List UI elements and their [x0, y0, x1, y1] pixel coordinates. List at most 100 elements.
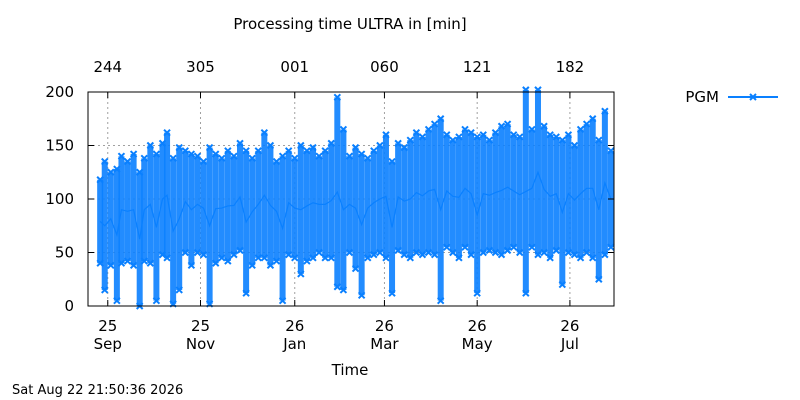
x-tick-label: 25: [98, 317, 117, 335]
data-point: [546, 254, 554, 262]
data-point: [278, 296, 287, 305]
data-point: [491, 248, 500, 257]
data-point: [163, 254, 171, 262]
data-point: [345, 152, 354, 160]
data-point: [467, 250, 475, 259]
x2-tick-label: 182: [556, 58, 585, 76]
data-point: [485, 246, 494, 255]
data-point: [321, 147, 329, 155]
data-point: [187, 150, 196, 158]
data-point: [394, 139, 402, 148]
data-point: [497, 250, 506, 259]
data-point: [146, 259, 155, 267]
data-point: [236, 246, 244, 255]
data-point: [485, 136, 494, 144]
data-point: [297, 270, 305, 278]
data-point: [146, 141, 155, 150]
x-tick-label: 26: [375, 317, 394, 335]
data-point: [181, 248, 190, 257]
data-point: [436, 115, 445, 123]
series-line: [99, 170, 612, 240]
data-point: [345, 248, 354, 257]
x2-tick-label: 001: [280, 58, 309, 76]
data-point: [181, 147, 190, 155]
data-point: [461, 125, 469, 134]
data-point: [107, 261, 115, 270]
data-point: [424, 125, 433, 134]
data-point: [558, 136, 567, 144]
y-axis: 0 50 100 150 200: [45, 83, 614, 315]
data-point: [193, 248, 202, 257]
data-point: [540, 248, 548, 257]
data-point: [224, 147, 232, 155]
data-point: [516, 248, 524, 257]
data-point: [315, 152, 323, 160]
data-point: [291, 154, 299, 163]
x-tick-label: 26: [560, 317, 579, 335]
data-point: [303, 257, 311, 265]
data-point: [242, 289, 250, 297]
x-tick-label: Jul: [560, 335, 579, 353]
data-point: [540, 122, 548, 130]
data-point: [564, 248, 573, 257]
x-tick-label: Sep: [94, 335, 122, 353]
data-point: [230, 152, 238, 160]
data-point: [595, 275, 603, 283]
data-point: [589, 254, 597, 262]
data-point: [430, 250, 439, 259]
data-point: [242, 147, 250, 155]
data-point: [152, 150, 161, 158]
x2-axis: 244 305 001 060 121 182: [93, 58, 584, 98]
data-point: [230, 250, 238, 259]
data-point: [218, 154, 226, 163]
data-point: [364, 254, 372, 262]
data-point: [266, 261, 275, 270]
data-point: [497, 122, 506, 130]
data-point: [248, 154, 256, 163]
data-point: [570, 250, 579, 259]
data-point: [284, 250, 293, 259]
data-point: [333, 283, 342, 291]
y-tick-label: 100: [45, 190, 74, 208]
data-point: [491, 128, 500, 137]
data-point: [418, 133, 427, 141]
data-point: [169, 154, 177, 163]
data-point: [455, 254, 463, 262]
data-point: [205, 143, 214, 152]
data-point: [339, 286, 348, 294]
chart-title: Processing time ULTRA in [min]: [233, 15, 466, 33]
data-point: [272, 157, 281, 166]
data-point: [449, 248, 457, 257]
data-point: [582, 120, 591, 128]
data-point: [558, 280, 567, 289]
data-point: [327, 254, 335, 262]
data-point: [140, 154, 148, 163]
data-point: [272, 257, 281, 265]
data-point: [418, 250, 427, 259]
data-point: [101, 286, 109, 294]
data-point: [327, 139, 335, 148]
data-point: [303, 147, 311, 155]
legend-marker: [749, 93, 757, 101]
data-point: [236, 139, 244, 148]
data-point: [406, 136, 414, 144]
data-point: [473, 289, 481, 297]
footer-timestamp: Sat Aug 22 21:50:36 2026: [12, 383, 183, 398]
data-point: [522, 289, 530, 297]
data-point: [321, 254, 329, 262]
data-point: [248, 261, 256, 270]
data-point: [479, 248, 487, 257]
data-point: [140, 257, 148, 265]
data-point: [382, 254, 390, 262]
data-point: [175, 143, 183, 152]
data-point: [388, 289, 396, 297]
data-point: [278, 152, 287, 160]
data-point: [546, 131, 554, 139]
data-point: [589, 115, 597, 123]
data-point: [473, 133, 481, 141]
data-point: [412, 248, 421, 257]
data-point: [607, 147, 615, 155]
data-point: [382, 131, 390, 139]
